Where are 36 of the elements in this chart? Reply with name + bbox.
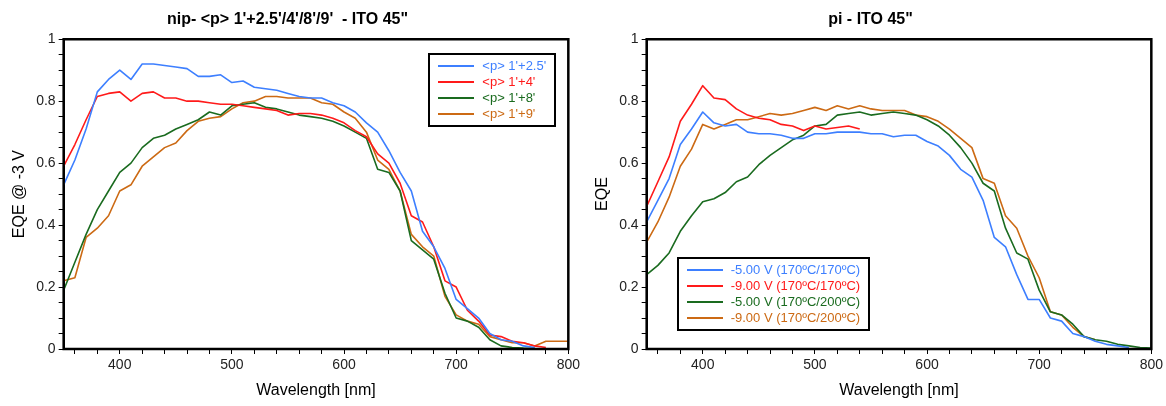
x-tick-label: 600 <box>332 356 356 373</box>
chart-title: pi - ITO 45" <box>828 10 913 28</box>
y-tick-label: 0 <box>630 339 639 356</box>
y-tick-label: 0.6 <box>619 153 639 170</box>
legend-label: -5.00 V (170ºC/200ºC) <box>730 294 861 310</box>
legend-label: <p> 1'+4' <box>482 74 536 91</box>
legend-label: -9.00 V (170ºC/170ºC) <box>730 278 861 294</box>
y-tick-label: 0 <box>47 339 56 356</box>
x-axis-title: Wavelength [nm] <box>839 380 959 398</box>
x-tick-label: 700 <box>444 356 469 373</box>
y-tick-label: 1 <box>47 30 56 47</box>
x-tick-label: 400 <box>691 356 715 373</box>
y-tick-label: 0.4 <box>619 215 639 232</box>
y-tick-label: 0.8 <box>36 92 56 109</box>
y-tick-label: 0.2 <box>619 277 639 294</box>
x-axis-title: Wavelength [nm] <box>256 380 376 398</box>
y-axis-title: EQE @ -3 V <box>10 149 28 239</box>
y-tick-label: 0.4 <box>36 215 56 232</box>
legend-label: -5.00 V (170ºC/170ºC) <box>730 262 861 278</box>
y-axis-title: EQE <box>593 177 611 211</box>
y-tick-label: 0.6 <box>36 153 56 170</box>
y-tick-label: 0.8 <box>619 92 639 109</box>
y-tick-label: 0.2 <box>36 277 56 294</box>
x-tick-label: 400 <box>108 356 132 373</box>
legend-label: <p> 1'+9' <box>482 106 536 123</box>
x-tick-label: 600 <box>915 356 939 373</box>
x-tick-label: 500 <box>803 356 827 373</box>
legend-label: <p> 1'+8' <box>482 90 536 107</box>
legend-label: -9.00 V (170ºC/200ºC) <box>730 310 861 326</box>
x-tick-label: 700 <box>1027 356 1052 373</box>
legend-label: <p> 1'+2.5' <box>482 58 547 75</box>
chart-title: nip- <p> 1'+2.5'/4'/8'/9' - ITO 45" <box>166 10 409 28</box>
x-tick-label: 800 <box>1139 356 1164 373</box>
x-tick-label: 500 <box>220 356 244 373</box>
x-tick-label: 800 <box>556 356 581 373</box>
y-tick-label: 1 <box>630 30 639 47</box>
